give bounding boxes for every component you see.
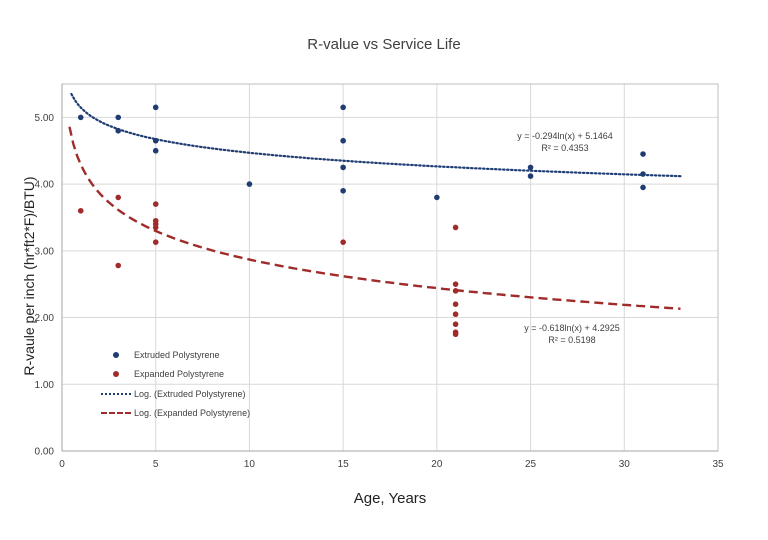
point-extruded [77,114,84,121]
r-squared-text: R² = 0.5198 [548,335,596,345]
legend: Extruded Polystyrene Expanded Polystyren… [98,345,250,423]
point-extruded [152,147,159,154]
trendline-equation-extruded: y = -0.294ln(x) + 5.1464 R² = 0.4353 [505,130,625,154]
legend-item-log-extruded: Log. (Extruded Polystyrene) [98,384,250,404]
x-tick-label: 35 [712,459,724,470]
point-expanded [77,207,84,214]
y-tick-label: 3.00 [35,246,55,257]
point-expanded [115,262,122,269]
r-squared-text: R² = 0.4353 [541,143,589,153]
y-axis-label: R-vaule per inch (hr*ft2*F)/BTU) [21,176,37,376]
y-tick-label: 5.00 [35,113,55,124]
point-expanded [340,239,346,245]
trendline-expanded [68,126,681,310]
point-expanded [152,239,159,245]
y-tick-label: 0.00 [35,447,55,458]
axes [61,83,719,452]
point-extruded [640,184,646,191]
point-expanded [452,288,459,294]
point-extruded [152,137,159,144]
point-expanded [452,311,459,318]
dashed-line-icon [101,412,131,415]
equation-text: y = -0.618ln(x) + 4.2925 [524,323,620,333]
point-extruded [434,194,440,201]
equation-text: y = -0.294ln(x) + 5.1464 [517,131,613,141]
legend-item-extruded: Extruded Polystyrene [98,345,250,365]
chart-title: R-value vs Service Life [307,36,461,53]
point-extruded [527,164,534,171]
point-extruded [640,171,646,177]
point-expanded [152,201,159,207]
y-tick-label: 2.00 [35,313,55,324]
y-tick-label: 4.00 [35,180,55,191]
x-tick-label: 5 [153,459,159,470]
legend-label: Log. (Extruded Polystyrene) [134,388,246,399]
point-extruded [340,164,346,171]
point-extruded [527,173,534,179]
grid [61,84,719,452]
legend-item-expanded: Expanded Polystyrene [98,365,250,385]
point-extruded [115,114,122,121]
x-tick-label: 15 [338,459,350,470]
x-axis-label: Age, Years [353,490,427,507]
point-expanded [452,321,459,328]
marker-icon [113,371,119,378]
x-tick-label: 25 [525,459,537,470]
point-expanded [115,194,122,201]
trendline-extruded [70,92,682,178]
point-extruded [640,151,646,157]
x-tick-label: 20 [431,459,443,470]
x-tick-label: 30 [619,459,631,470]
legend-label: Log. (Expanded Polystyrene) [134,408,251,419]
x-tick-label: 10 [244,459,256,470]
x-tick-label: 0 [59,459,65,470]
point-extruded [340,187,346,194]
trendline-equation-expanded: y = -0.618ln(x) + 4.2925 R² = 0.5198 [512,322,632,346]
trendlines [68,92,682,310]
y-tick-label: 1.00 [35,380,55,391]
dotted-line-icon [101,392,131,395]
legend-item-log-expanded: Log. (Expanded Polystyrene) [98,404,250,424]
point-expanded [452,281,459,287]
legend-label: Expanded Polystyrene [134,369,225,380]
data-points [77,104,646,338]
point-extruded [152,104,159,111]
point-extruded [115,127,122,134]
point-extruded [246,181,253,187]
point-extruded [340,104,346,111]
point-extruded [340,137,346,144]
legend-label: Extruded Polystyrene [134,349,220,360]
point-expanded [452,301,459,308]
point-expanded [152,224,159,231]
point-expanded [452,331,459,338]
tick-labels: 0 5 10 15 20 25 30 35 0.00 1.00 2.00 3.00 4.00 5.00 [35,113,724,470]
point-expanded [452,224,459,231]
marker-icon [113,351,119,358]
